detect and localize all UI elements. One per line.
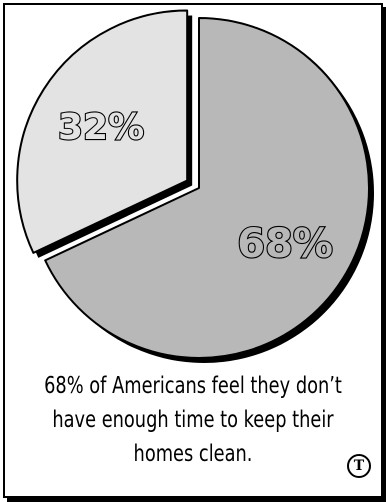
trademark-logo-icon: T (347, 454, 371, 478)
pie-slice-2 (16, 9, 189, 254)
logo-glyph: T (353, 458, 365, 474)
pie-chart: 68% 32% (16, 9, 374, 364)
caption-line-3: homes clean. (133, 441, 253, 467)
pie-slice-1 (44, 17, 370, 359)
pie-slice-label-1: 68% (237, 221, 333, 267)
pie-slice-label-2: 32% (58, 107, 144, 148)
caption-line-2: have enough time to keep their (52, 407, 334, 433)
caption-line-1: 68% of Americans feel they don’t (44, 373, 342, 399)
chart-caption: 68% of Americans feel they don’t have en… (15, 369, 371, 471)
chart-frame: 68% 32% 68% of Americans feel they don’t … (3, 3, 383, 498)
